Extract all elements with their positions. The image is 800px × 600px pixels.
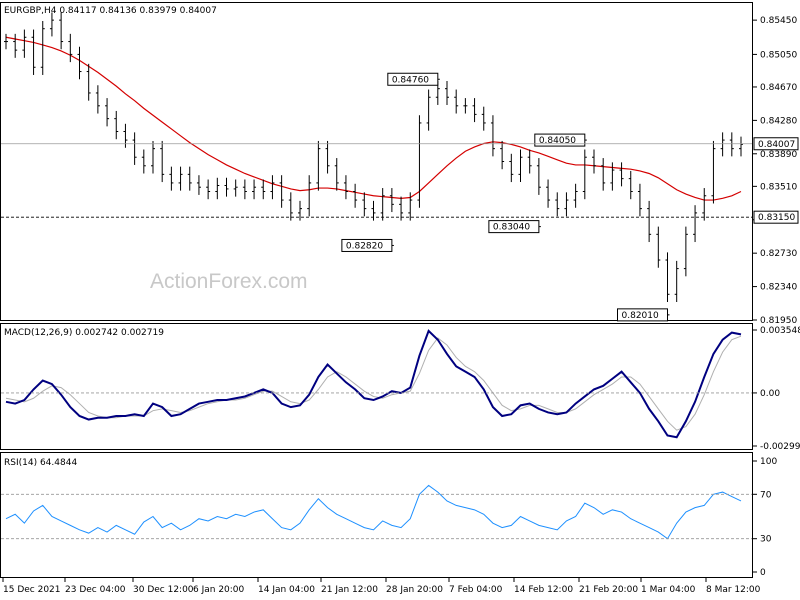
rsi-y-tick-label: 0: [760, 568, 766, 578]
x-tick-label: 15 Dec 2021: [3, 585, 61, 595]
moving-average-line: [5, 36, 742, 201]
price-y-tick-label: 0.83890: [760, 150, 797, 160]
x-tick-label: 7 Feb 04:00: [449, 585, 503, 595]
watermark: ActionForex.com: [150, 270, 308, 293]
macd-panel-frame: [0, 323, 753, 450]
ohlc-open: 0.84117: [59, 6, 96, 16]
x-tick-label: 14 Feb 12:00: [514, 585, 573, 595]
price-title: EURGBP,H4 0.84117 0.84136 0.83979 0.8400…: [4, 6, 217, 16]
support-level-label: 0.83150: [758, 213, 795, 223]
price-y-tick-label: 0.81950: [760, 316, 797, 326]
macd-y-axis: 0.003548 0.00 -0.002992: [1, 326, 800, 452]
support-level-box: [753, 210, 799, 224]
rsi-y-tick-label: 30: [760, 535, 772, 545]
price-y-tick-label: 0.85050: [760, 50, 797, 60]
ohlc-low: 0.83979: [140, 6, 177, 16]
macd-panel: 0.003548 0.00 -0.002992 MACD(12,26,9) 0.00…: [0, 323, 800, 452]
rsi-polyline: [5, 484, 742, 540]
x-tick-label: 8 Mar 12:00: [706, 585, 761, 595]
x-tick-label: 28 Jan 20:00: [386, 585, 443, 595]
current-price-box: [753, 137, 799, 151]
macd-y-tick-label: 0.003548: [760, 326, 800, 336]
ohlc-close: 0.84007: [180, 6, 217, 16]
x-tick-label: 30 Dec 12:00: [133, 585, 194, 595]
macd-y-tick-label: -0.002992: [760, 442, 800, 452]
price-y-tick-label: 0.84280: [760, 116, 797, 126]
rsi-title: RSI(14) 64.4844: [4, 458, 77, 468]
annotation-label: 0.84760: [392, 75, 429, 85]
price-bars: [4, 12, 743, 303]
price-panel-frame: [0, 2, 753, 321]
x-tick-label: 6 Jan 20:00: [193, 585, 245, 595]
x-tick-label: 1 Mar 04:00: [641, 585, 696, 595]
price-y-tick-label: 0.82730: [760, 249, 797, 259]
price-annotations: 0.84760 0.82820 0.84050 0.83040 0.82010: [341, 72, 670, 322]
price-panel: ActionForex.com 0.847600.828200.840500.8…: [0, 2, 799, 326]
annotation-label: 0.83040: [493, 223, 530, 233]
x-axis: 15 Dec 2021 23 Dec 04:00 30 Dec 12:00 6 Jan…: [2, 578, 761, 595]
annotation-label: 0.82010: [622, 311, 659, 321]
symbol-label: EURGBP,H4: [4, 6, 57, 16]
rsi-y-tick-label: 70: [760, 490, 772, 500]
annotation-label: 0.84050: [539, 136, 576, 146]
price-y-tick-label: 0.84670: [760, 83, 797, 93]
macd-lines: [5, 329, 742, 439]
price-y-axis: 0.85450 0.85050 0.84670 0.84280 0.83890 0.835…: [1, 16, 799, 326]
macd-main-line: [5, 329, 742, 439]
rsi-y-axis: 100 70 30 0: [1, 457, 777, 578]
price-y-tick-label: 0.82340: [760, 283, 797, 293]
x-tick-label: 23 Dec 04:00: [65, 585, 126, 595]
rsi-panel: 100 70 30 0 RSI(14) 64.4844: [0, 452, 777, 578]
current-price-label: 0.84007: [758, 140, 795, 150]
x-tick-label: 21 Feb 20:00: [579, 585, 638, 595]
macd-title: MACD(12,26,9) 0.002742 0.002719: [4, 328, 164, 338]
x-tick-label: 21 Jan 12:00: [321, 585, 378, 595]
x-tick-label: 14 Jan 04:00: [258, 585, 315, 595]
rsi-panel-frame: [0, 452, 753, 578]
price-y-tick-label: 0.85450: [760, 16, 797, 26]
rsi-y-tick-label: 100: [760, 457, 777, 467]
ohlc-high: 0.84136: [99, 6, 136, 16]
annotation-label: 0.82820: [346, 241, 383, 251]
moving-average-polyline: [5, 36, 742, 201]
rsi-line: [5, 484, 742, 540]
price-y-tick-label: 0.83510: [760, 182, 797, 192]
macd-y-tick-label: 0.00: [760, 389, 780, 399]
